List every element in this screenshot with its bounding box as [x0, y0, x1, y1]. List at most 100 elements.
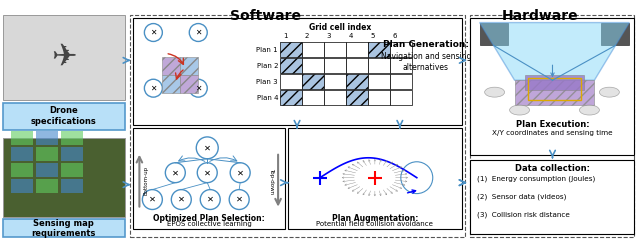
Text: ✕: ✕ — [172, 168, 179, 177]
Bar — [470, 15, 634, 237]
Bar — [280, 90, 302, 105]
Circle shape — [229, 190, 249, 209]
Bar — [36, 131, 58, 145]
Text: ✈: ✈ — [51, 43, 76, 72]
Text: Navigation and sensing
alternatives: Navigation and sensing alternatives — [381, 52, 471, 72]
Bar — [36, 179, 58, 193]
Text: 5: 5 — [371, 33, 375, 38]
Text: 3: 3 — [327, 33, 332, 38]
Text: ✕: ✕ — [207, 195, 214, 204]
Bar — [3, 138, 125, 217]
Bar — [11, 179, 33, 193]
Bar — [346, 74, 368, 89]
Bar — [180, 57, 198, 75]
Text: ✕: ✕ — [150, 28, 157, 37]
Text: Plan 2: Plan 2 — [257, 63, 278, 69]
Circle shape — [172, 190, 191, 209]
Bar — [470, 160, 634, 234]
Bar — [390, 43, 412, 57]
Text: Software: Software — [230, 9, 301, 23]
Text: ✕: ✕ — [150, 84, 157, 93]
Bar — [302, 90, 324, 105]
Circle shape — [197, 163, 217, 183]
Text: X/Y coordinates and sensing time: X/Y coordinates and sensing time — [492, 130, 613, 136]
Bar — [368, 90, 390, 105]
Bar — [479, 23, 508, 45]
Text: Hardware: Hardware — [502, 9, 579, 23]
Bar — [3, 219, 125, 237]
Bar — [390, 90, 412, 105]
Bar — [302, 74, 324, 89]
Bar — [133, 17, 461, 125]
Ellipse shape — [509, 105, 529, 115]
Bar — [163, 75, 180, 93]
Circle shape — [142, 190, 163, 209]
Ellipse shape — [484, 87, 504, 97]
Circle shape — [189, 79, 207, 97]
Bar — [324, 58, 346, 73]
Bar — [131, 15, 465, 237]
Text: ✕: ✕ — [204, 143, 211, 152]
Text: Top-down: Top-down — [269, 168, 274, 194]
Text: EPOS collective learning: EPOS collective learning — [167, 221, 252, 227]
Text: (3)  Collision risk distance: (3) Collision risk distance — [477, 211, 570, 218]
Bar — [302, 43, 324, 57]
Bar — [61, 163, 83, 177]
Bar — [36, 163, 58, 177]
Text: ✕: ✕ — [237, 168, 244, 177]
Text: 4: 4 — [349, 33, 353, 38]
Text: ✕: ✕ — [178, 195, 185, 204]
Circle shape — [165, 163, 186, 183]
Polygon shape — [479, 23, 629, 80]
Text: Sensing map
requirements: Sensing map requirements — [31, 219, 96, 238]
Text: (2)  Sensor data (videos): (2) Sensor data (videos) — [477, 194, 566, 200]
Bar — [3, 103, 125, 130]
Text: (1)  Energy consumption (Joules): (1) Energy consumption (Joules) — [477, 176, 595, 182]
Text: ✕: ✕ — [195, 84, 202, 93]
Bar — [470, 17, 634, 155]
Bar — [525, 75, 584, 90]
Text: Plan 4: Plan 4 — [257, 95, 278, 101]
Bar — [288, 128, 461, 229]
Bar — [368, 74, 390, 89]
Circle shape — [196, 137, 218, 159]
Ellipse shape — [579, 105, 600, 115]
Bar — [180, 75, 198, 93]
Bar — [61, 179, 83, 193]
Bar — [515, 80, 595, 105]
Bar — [280, 43, 302, 57]
Text: Plan Execution:: Plan Execution: — [516, 120, 589, 129]
Bar — [324, 90, 346, 105]
Text: Plan 3: Plan 3 — [257, 79, 278, 85]
Bar — [61, 147, 83, 161]
Bar — [346, 58, 368, 73]
Text: ✕: ✕ — [204, 168, 211, 177]
Bar — [11, 131, 33, 145]
Bar — [280, 74, 302, 89]
Text: Optimized Plan Selection:: Optimized Plan Selection: — [154, 215, 265, 224]
Bar — [346, 90, 368, 105]
Text: 2: 2 — [305, 33, 309, 38]
Text: 1: 1 — [283, 33, 287, 38]
Text: Bottom-up: Bottom-up — [143, 166, 148, 195]
Text: Plan Augmentation:: Plan Augmentation: — [332, 215, 418, 224]
Bar — [36, 147, 58, 161]
Bar — [368, 43, 390, 57]
Text: 6: 6 — [392, 33, 397, 38]
Circle shape — [189, 24, 207, 42]
Text: ✕: ✕ — [236, 195, 243, 204]
Bar — [346, 43, 368, 57]
Bar — [11, 163, 33, 177]
Bar — [11, 147, 33, 161]
Bar — [390, 58, 412, 73]
Bar — [133, 128, 285, 229]
Bar — [368, 58, 390, 73]
Bar — [3, 15, 125, 100]
Text: Plan Generation:: Plan Generation: — [383, 41, 468, 50]
Circle shape — [145, 24, 163, 42]
Bar — [324, 43, 346, 57]
Text: Grid cell index: Grid cell index — [309, 23, 371, 32]
Bar — [602, 23, 629, 45]
Bar — [280, 58, 302, 73]
Text: ✕: ✕ — [195, 28, 202, 37]
